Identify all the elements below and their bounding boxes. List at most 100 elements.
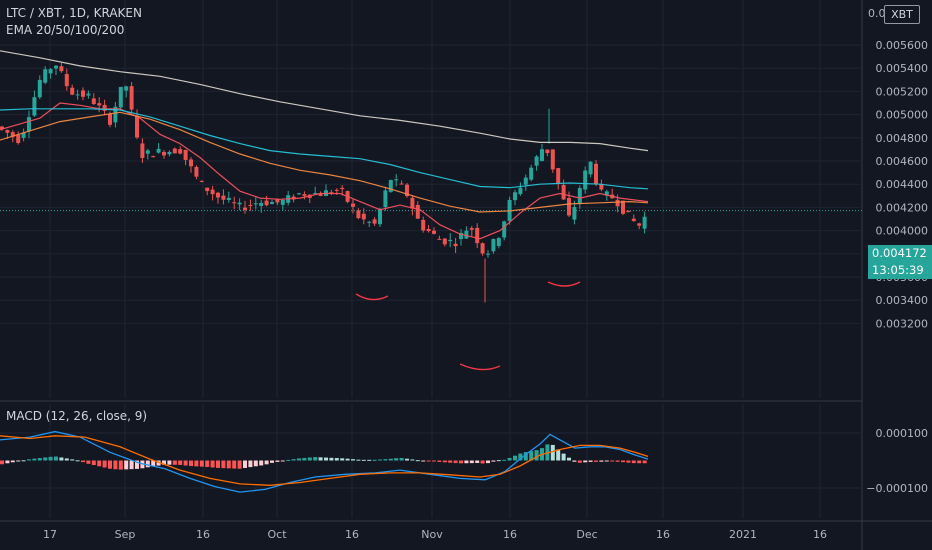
macd-histogram-bar [86,460,91,464]
macd-histogram-bar [464,460,469,464]
candle-body [567,198,571,216]
candle-body [518,187,523,195]
candle-body [27,117,31,132]
candle-body [216,192,220,198]
candle-body [97,103,102,106]
macd-histogram-bar [550,444,555,461]
candle-body [172,148,177,154]
candle-body [151,156,156,158]
bottom-swing-3 [547,281,581,287]
candle-body [329,192,334,194]
macd-histogram-bar [480,460,485,464]
macd-histogram-bar [275,460,280,462]
macd-histogram-bar [307,457,312,461]
candle-body [189,159,193,167]
candle-body [156,148,161,153]
candle-body [70,87,75,95]
candle-body [145,150,150,154]
candle-body [577,188,582,204]
ema-200-line [0,50,649,152]
macd-histogram-bar [388,458,393,461]
candle-body [415,204,420,219]
candle-body [54,65,58,69]
macd-histogram-bar [297,458,301,461]
macd-histogram-bar [486,460,490,464]
candle-body [32,97,37,116]
macd-histogram-bar [291,459,296,461]
candle-body [351,203,355,207]
candle-body [275,199,280,203]
macd-histogram-bar [437,460,442,462]
macd-histogram-bar [16,460,21,462]
x-tick-label: Oct [267,528,287,541]
macd-histogram-bar [561,453,566,461]
candle-body [64,74,69,87]
x-tick-label: 16 [345,528,359,541]
candle-body [383,190,388,208]
candle-body [459,232,463,240]
macd-histogram-bar [59,457,64,461]
candle-body [572,207,577,220]
macd-tick-label: −0.000100 [866,482,928,495]
signal-line [0,435,649,486]
candle-body [604,191,609,196]
x-tick-label: 16 [196,528,210,541]
macd-histogram-bar [43,457,48,461]
candle-body [453,243,458,247]
y-tick-label: 0.004400 [876,178,929,191]
macd-histogram-bar [556,449,561,461]
candle-body [502,221,507,238]
candle-body [410,197,415,209]
candle-body [561,184,566,200]
macd-histogram-bar [210,460,215,468]
macd-histogram-bar [318,457,323,461]
candle-body [199,180,204,182]
candle-body [86,93,91,96]
macd-histogram-bar [529,451,534,461]
y-tick-label: 0.005000 [876,109,929,122]
macd-histogram-bar [334,458,339,461]
candle-body [162,152,166,156]
macd-histogram-bar [448,460,453,463]
candle-body [496,238,501,247]
candle-body [637,223,642,226]
candle-body [621,200,625,214]
candle-body [475,227,480,244]
macd-histogram-bar [367,459,372,461]
macd-histogram-bar [151,460,156,467]
countdown-tag: 13:05:39 [868,262,932,279]
macd-histogram-bar [286,459,291,461]
macd-tick-label: 0.000100 [876,427,929,440]
macd-histogram-bar [637,460,642,464]
macd-histogram-bar [48,456,53,461]
macd-histogram-bar [475,460,480,464]
macd-histogram-bar [91,460,96,466]
macd-histogram-bar [102,460,107,468]
x-tick-label: Sep [115,528,136,541]
candle-body [259,202,264,206]
macd-legend: MACD (12, 26, close, 9) [6,409,148,423]
macd-histogram-bar [167,460,172,465]
candle-body [523,177,528,185]
macd-histogram-bar [459,460,463,464]
candle-body [469,228,474,230]
macd-histogram-bar [415,460,420,462]
macd-histogram-bar [399,457,404,461]
macd-histogram-bar [572,460,577,462]
macd-histogram-bar [599,460,604,462]
macd-histogram-bar [145,460,150,468]
macd-histogram-bar [54,456,58,461]
candle-body [405,184,409,197]
candle-body [253,203,258,205]
candle-body [297,193,301,195]
ticker-button[interactable]: XBT [884,5,920,24]
macd-histogram-bar [621,460,625,463]
macd-histogram-bar [594,460,598,462]
candle-body [313,192,318,194]
x-tick-label: Dec [576,528,597,541]
macd-histogram-bar [518,453,523,461]
macd-histogram-bar [372,459,377,461]
macd-histogram-bar [351,459,355,461]
